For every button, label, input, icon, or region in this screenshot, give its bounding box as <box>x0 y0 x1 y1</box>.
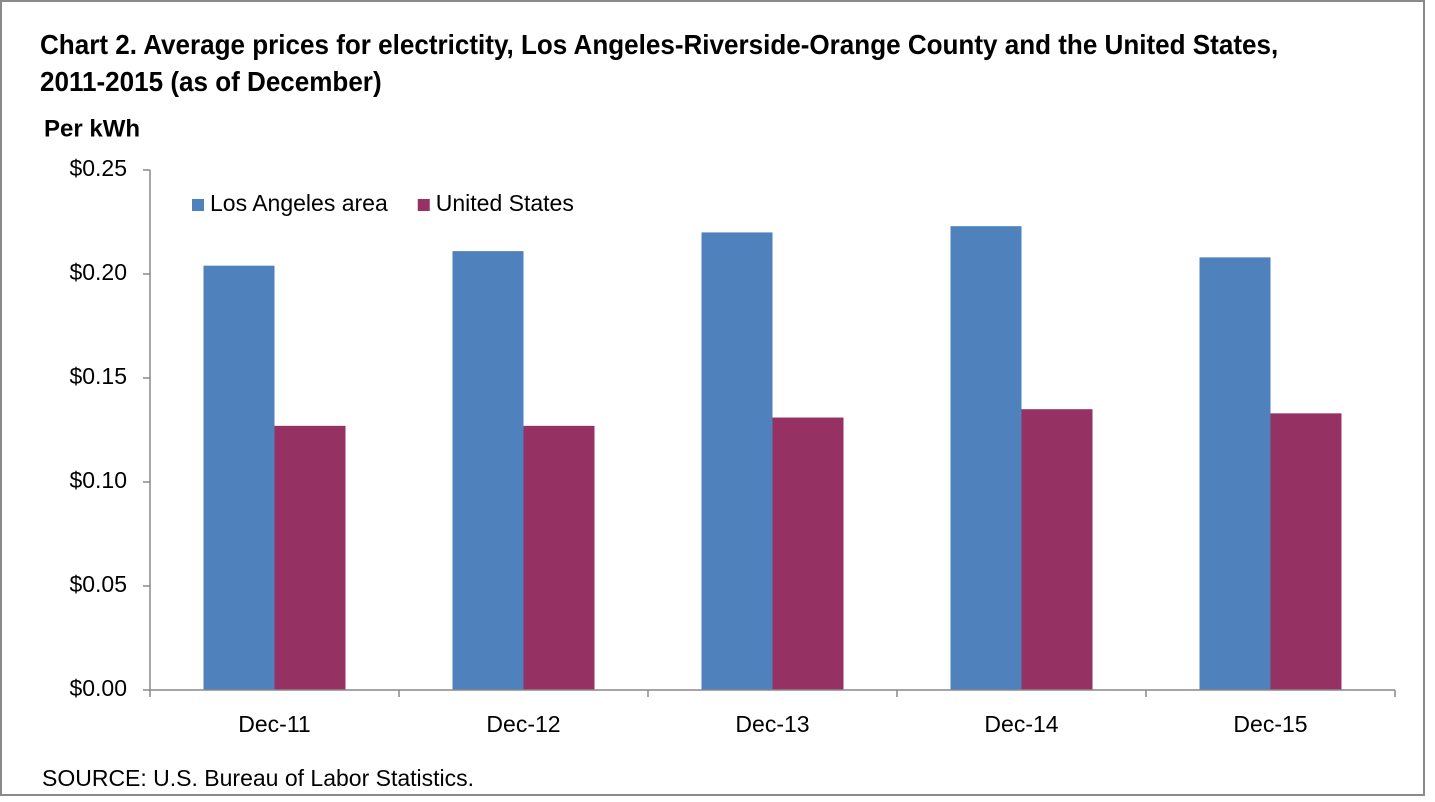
bar <box>1199 257 1271 690</box>
y-tick-label: $0.15 <box>69 363 127 389</box>
bar <box>203 265 275 690</box>
bar <box>772 417 844 690</box>
chart-title: Chart 2. Average prices for electrictity… <box>40 29 1279 97</box>
y-axis-label: Per kWh <box>44 115 140 142</box>
legend-label: Los Angeles area <box>210 190 388 216</box>
x-tick-label: Dec-14 <box>984 711 1058 737</box>
y-tick-label: $0.10 <box>69 467 127 493</box>
x-tick-label: Dec-11 <box>238 711 310 737</box>
bar <box>1270 413 1342 690</box>
legend-swatch <box>192 199 204 211</box>
bar <box>452 251 524 690</box>
y-tick-label: $0.05 <box>69 571 127 597</box>
y-tick-label: $0.20 <box>69 259 127 285</box>
bar <box>701 232 773 690</box>
y-tick-label: $0.00 <box>69 675 127 701</box>
bar <box>523 425 595 690</box>
bar <box>274 425 346 690</box>
x-tick-label: Dec-12 <box>486 711 560 737</box>
x-tick-label: Dec-15 <box>1233 711 1307 737</box>
bar <box>950 226 1022 690</box>
x-tick-label: Dec-13 <box>735 711 809 737</box>
y-tick-label: $0.25 <box>69 155 127 181</box>
legend-swatch <box>417 199 430 211</box>
source-note: SOURCE: U.S. Bureau of Labor Statistics. <box>42 765 474 791</box>
legend-label: United States <box>436 190 574 216</box>
bar <box>1021 409 1093 690</box>
